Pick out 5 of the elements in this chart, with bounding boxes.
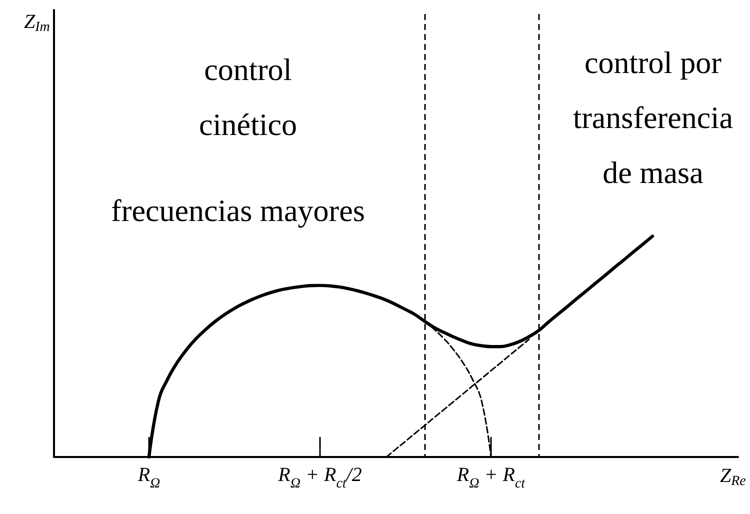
text: control cinético — [198, 51, 298, 144]
text: frecuencias mayores — [110, 192, 366, 230]
x-axis-title: Z$_{Re}$ — [720, 465, 746, 489]
text: Z$_{Im}$ — [24, 11, 50, 35]
text: control por transferencia de masa — [572, 44, 734, 192]
